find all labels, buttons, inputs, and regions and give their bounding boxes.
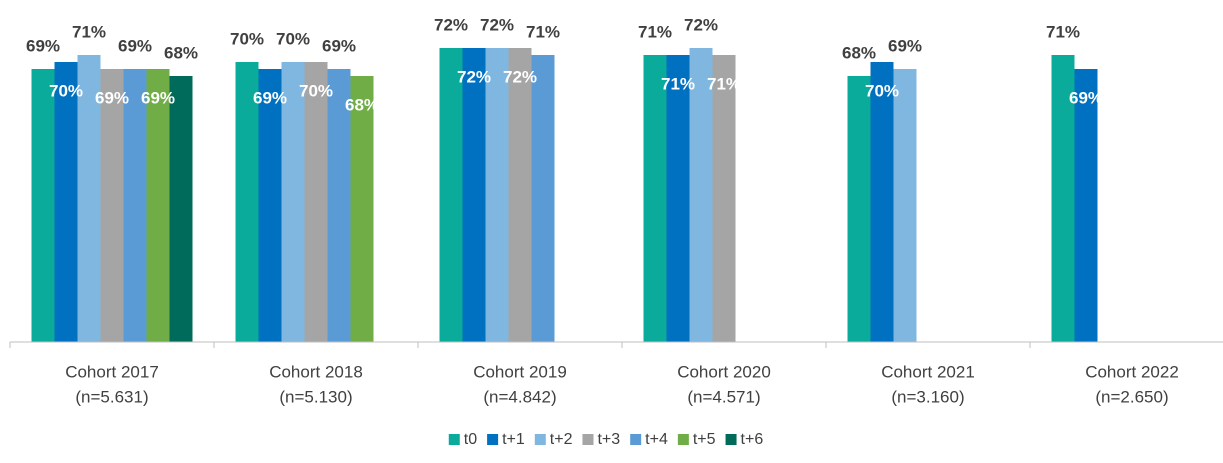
bar [643, 55, 667, 342]
data-label: 70% [276, 29, 310, 48]
data-label: 71% [72, 22, 106, 41]
x-tick-label: (n=2.650) [1095, 387, 1168, 406]
legend-swatch [448, 434, 460, 445]
data-label: 70% [230, 29, 264, 48]
legend-swatch [487, 434, 499, 445]
data-label: 68% [345, 95, 379, 114]
legend-swatch [582, 434, 594, 445]
data-label: 71% [661, 74, 695, 93]
data-label: 69% [1069, 88, 1103, 107]
data-label: 72% [503, 67, 537, 86]
x-tick-label: Cohort 2019 [473, 362, 567, 381]
bar [870, 62, 894, 342]
data-label: 69% [253, 88, 287, 107]
bar [508, 48, 532, 342]
data-label: 70% [865, 81, 899, 100]
legend-swatch [630, 434, 642, 445]
legend-swatch [677, 434, 689, 445]
x-tick-label: Cohort 2017 [65, 362, 159, 381]
data-label: 72% [457, 67, 491, 86]
legend-label: t+6 [741, 431, 764, 448]
data-label: 69% [26, 36, 60, 55]
data-label: 71% [1046, 22, 1080, 41]
legend-label: t+2 [550, 431, 573, 448]
bar [350, 76, 374, 342]
bar [327, 69, 351, 342]
bar [485, 48, 509, 342]
legend-label: t+4 [645, 431, 668, 448]
bar [439, 48, 463, 342]
legend-label: t+5 [693, 431, 716, 448]
data-label: 70% [49, 81, 83, 100]
x-tick-label: (n=5.631) [75, 387, 148, 406]
data-label: 69% [118, 36, 152, 55]
bar [847, 76, 871, 342]
legend-swatch [725, 434, 737, 445]
legend-label: t+1 [502, 431, 525, 448]
legend-swatch [534, 434, 546, 445]
bar [689, 48, 713, 342]
data-label: 72% [684, 15, 718, 34]
bar [235, 62, 259, 342]
bar [77, 55, 101, 342]
data-label: 71% [526, 22, 560, 41]
legend-label: t0 [464, 431, 477, 448]
bar [1074, 69, 1098, 342]
x-tick-label: (n=4.571) [687, 387, 760, 406]
bar [31, 69, 55, 342]
bar [258, 69, 282, 342]
data-label: 69% [888, 36, 922, 55]
bar [146, 69, 170, 342]
x-tick-label: Cohort 2022 [1085, 362, 1179, 381]
bar [123, 69, 147, 342]
data-label: 72% [434, 15, 468, 34]
bar [1051, 55, 1075, 342]
data-label: 68% [164, 43, 198, 62]
bar [893, 69, 917, 342]
data-label: 69% [322, 36, 356, 55]
bar [531, 55, 555, 342]
bar [462, 48, 486, 342]
data-label: 72% [480, 15, 514, 34]
data-label: 68% [842, 43, 876, 62]
x-tick-label: (n=4.842) [483, 387, 556, 406]
bar [281, 62, 305, 342]
bar [54, 62, 78, 342]
data-label: 69% [141, 88, 175, 107]
bar [100, 69, 124, 342]
legend-label: t+3 [597, 431, 620, 448]
x-tick-label: Cohort 2021 [881, 362, 975, 381]
data-label: 71% [707, 74, 741, 93]
data-label: 70% [299, 81, 333, 100]
data-label: 71% [638, 22, 672, 41]
bar [712, 55, 736, 342]
bar [169, 76, 193, 342]
x-tick-label: Cohort 2020 [677, 362, 771, 381]
bar [304, 62, 328, 342]
x-tick-label: (n=5.130) [279, 387, 352, 406]
data-label: 69% [95, 88, 129, 107]
x-tick-label: Cohort 2018 [269, 362, 363, 381]
x-tick-label: (n=3.160) [891, 387, 964, 406]
bar [666, 55, 690, 342]
